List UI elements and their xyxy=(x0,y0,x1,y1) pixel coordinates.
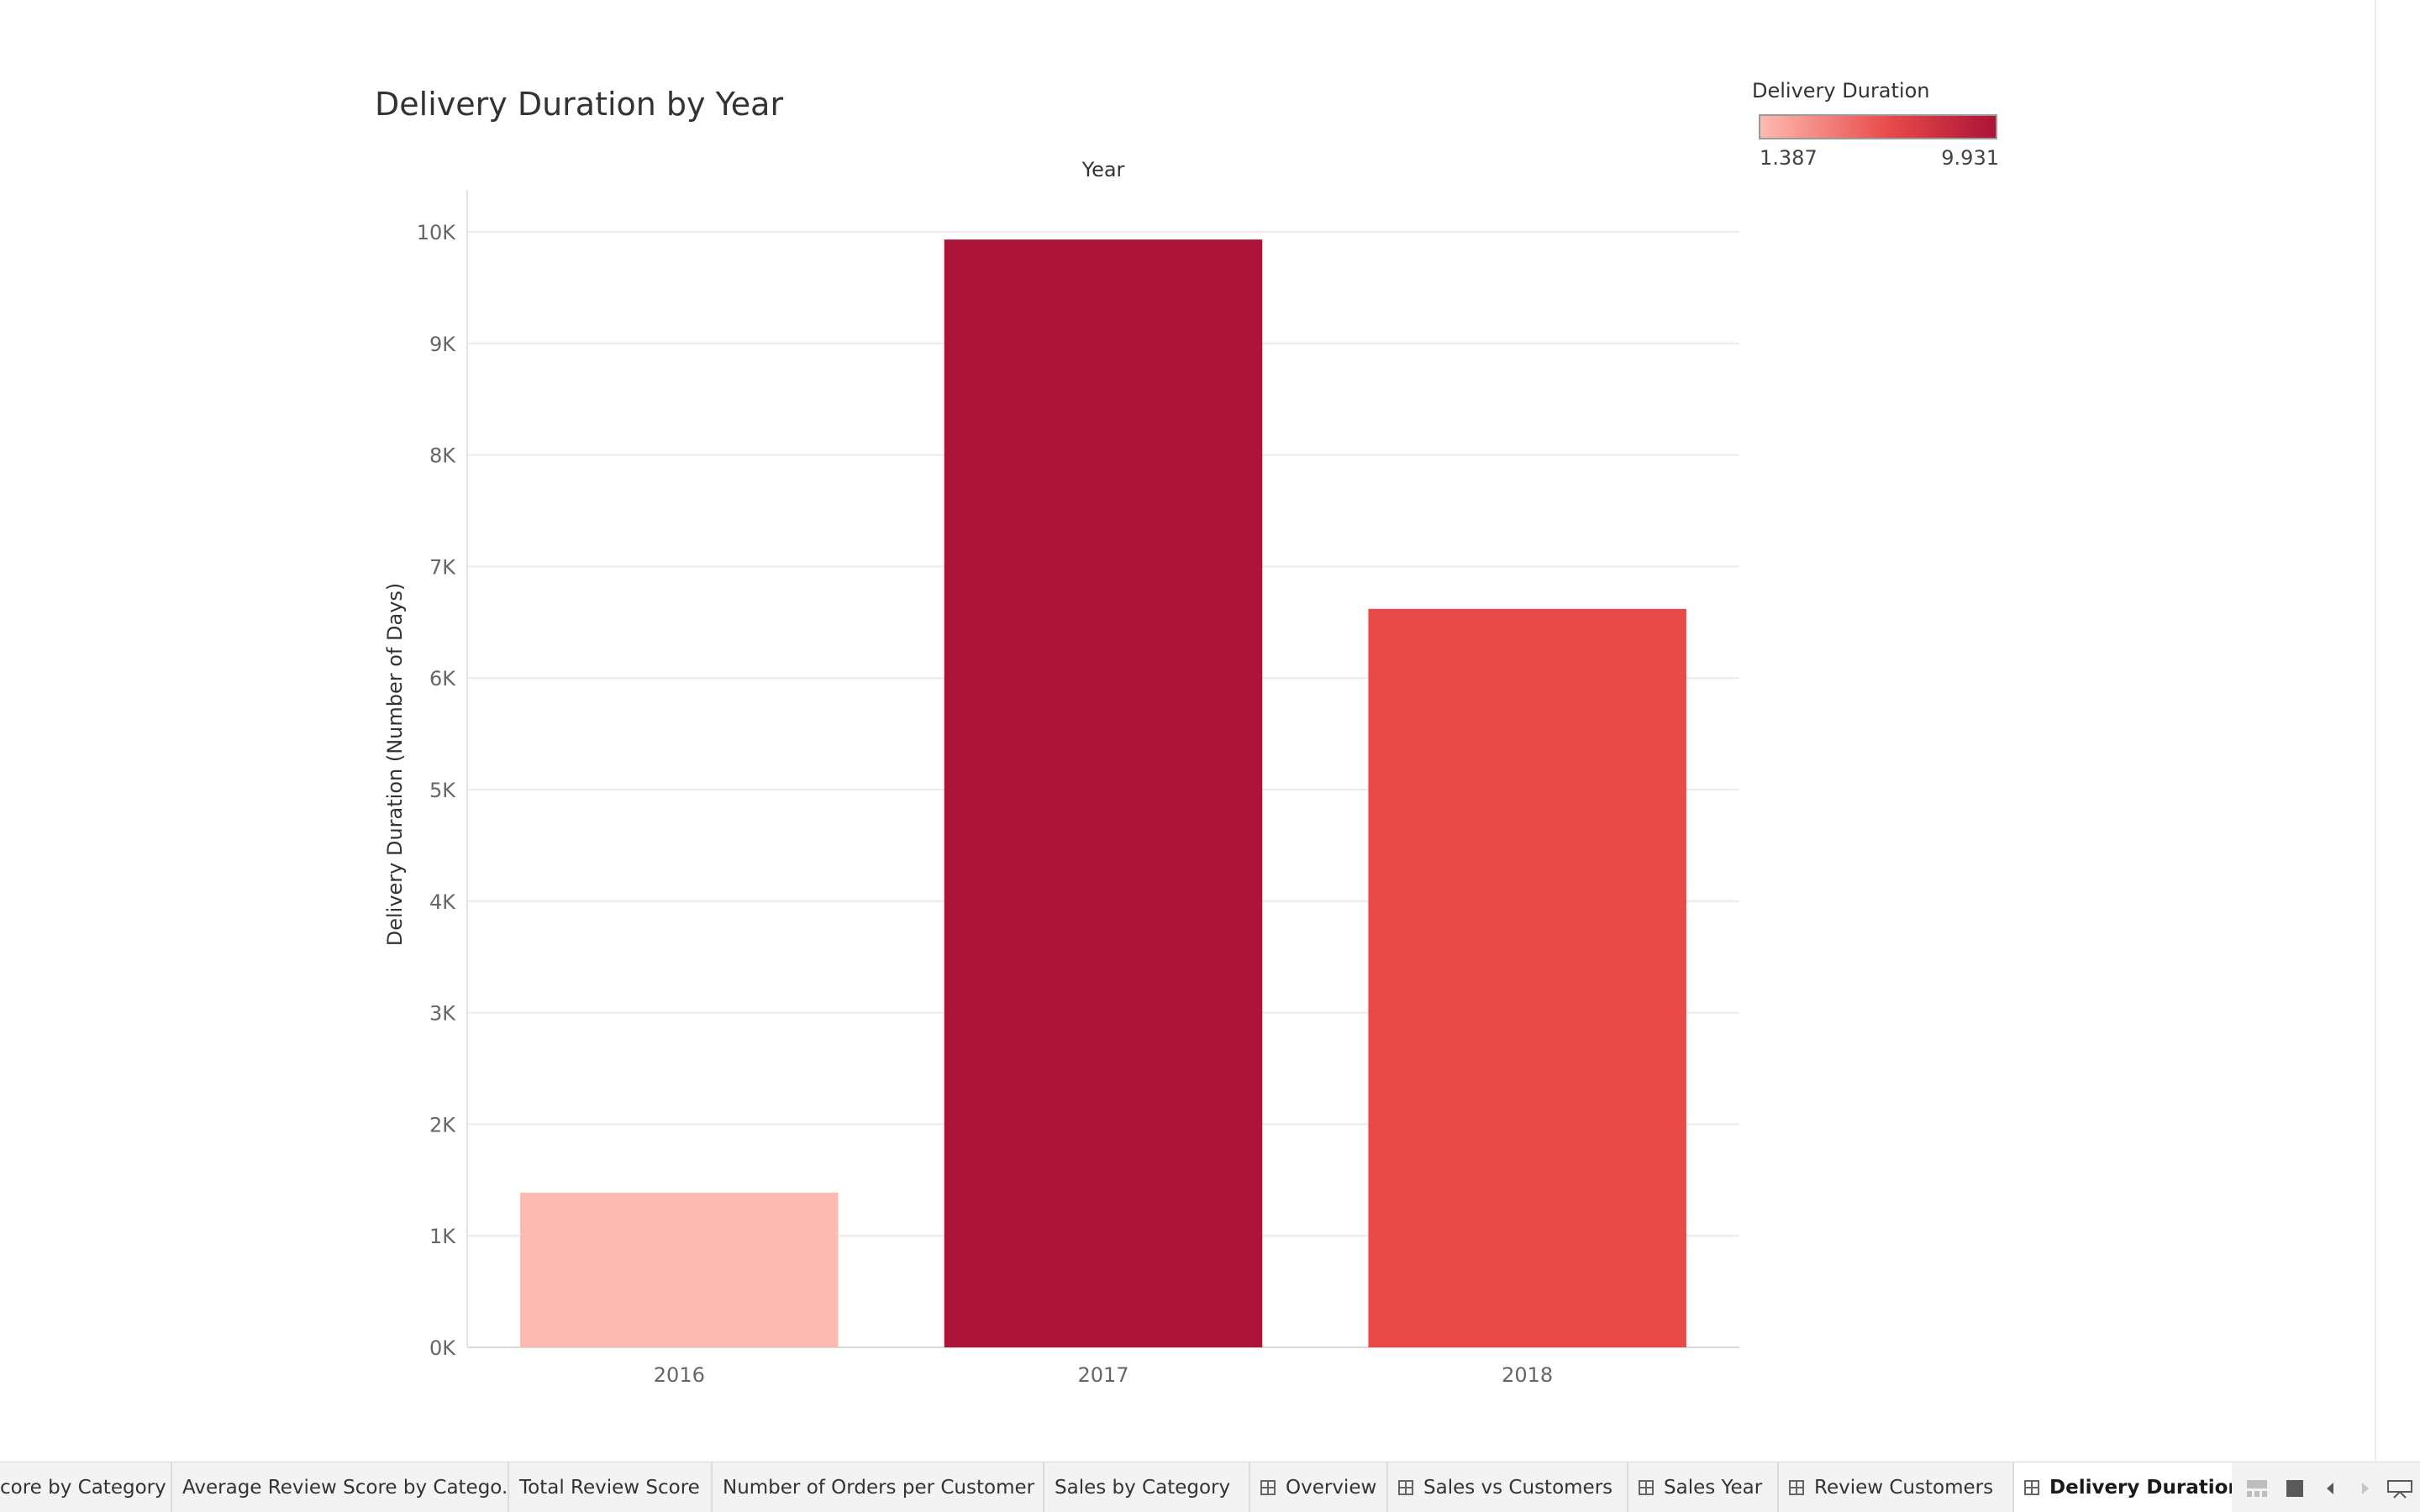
sheet-tab[interactable]: Review Customers xyxy=(1779,1462,2014,1512)
y-tick-label: 0K xyxy=(429,1336,456,1360)
sheet-tab-label: Sales Year xyxy=(1664,1477,1763,1499)
dashboard-icon xyxy=(1639,1480,1654,1495)
sheet-tab[interactable]: Delivery Duration xyxy=(2014,1462,2232,1512)
y-axis-title: Delivery Duration (Number of Days) xyxy=(383,583,407,947)
y-tick-label: 6K xyxy=(429,667,456,690)
sheet-tab[interactable]: Average Review Score by Catego... xyxy=(172,1462,509,1512)
sheet-tab[interactable]: Sales by Category xyxy=(1044,1462,1250,1512)
sheet-title: Delivery Duration by Year xyxy=(375,86,784,123)
sheet-tab-label: Sales by Category xyxy=(1055,1477,1231,1499)
sheet-tab-label: Total Review Score xyxy=(519,1477,700,1499)
bar-chart: 0K 1K 2K 3K 4K 5K 6K 7K 8K 9K 10K 2016 2017 2018 Yea… xyxy=(383,158,1739,1387)
y-tick-label: 4K xyxy=(429,890,456,914)
dashboard-icon xyxy=(1260,1480,1276,1495)
y-tick-label: 2K xyxy=(429,1113,456,1137)
previous-sheet-icon[interactable] xyxy=(2323,1478,2339,1499)
sheet-tab-label: Average Review Score by Catego... xyxy=(182,1477,509,1499)
legend-min-label: 1.387 xyxy=(1760,146,1818,170)
sheet-tab[interactable]: Sales vs Customers xyxy=(1388,1462,1628,1512)
show-tabs-icon[interactable] xyxy=(2283,1478,2307,1499)
bar-2016[interactable] xyxy=(520,1192,839,1347)
show-filmstrip-icon[interactable] xyxy=(2245,1478,2269,1499)
y-tick-label: 8K xyxy=(429,444,456,468)
y-tick-label: 9K xyxy=(429,333,456,356)
sheet-tab-label: Overview xyxy=(1286,1477,1377,1499)
x-axis-title: Year xyxy=(1081,158,1125,181)
bar-2017[interactable] xyxy=(944,239,1263,1347)
dashboard-icon xyxy=(2024,1480,2039,1495)
x-axis-ticks: 2016 2017 2018 xyxy=(654,1363,1553,1387)
dashboard-icon xyxy=(1398,1480,1413,1495)
y-tick-label: 10K xyxy=(417,221,457,244)
presentation-mode-icon[interactable] xyxy=(2386,1478,2413,1499)
sheet-tab[interactable]: core by Category xyxy=(0,1462,172,1512)
sheet-tab[interactable]: Number of Orders per Customer xyxy=(713,1462,1044,1512)
sheet-tab-label: Sales vs Customers xyxy=(1423,1477,1613,1499)
legend-color-ramp xyxy=(1759,114,1997,139)
y-tick-label: 5K xyxy=(429,779,456,802)
next-sheet-icon[interactable] xyxy=(2356,1478,2373,1499)
x-tick-label: 2017 xyxy=(1077,1363,1128,1387)
sheet-tab[interactable]: Total Review Score xyxy=(509,1462,713,1512)
color-legend[interactable]: Delivery Duration 1.387 9.931 xyxy=(1752,79,2004,171)
x-tick-label: 2018 xyxy=(1502,1363,1553,1387)
sheet-tab-bar: core by Category Average Review Score by … xyxy=(0,1462,2420,1512)
sheet-tab-label: Number of Orders per Customer xyxy=(723,1477,1035,1499)
x-tick-label: 2016 xyxy=(654,1363,705,1387)
dashboard-icon xyxy=(1789,1480,1804,1495)
sheet-tab-label: core by Category xyxy=(0,1477,166,1499)
y-tick-label: 1K xyxy=(429,1225,456,1248)
y-tick-label: 7K xyxy=(429,555,456,579)
sheet-tab[interactable]: Overview xyxy=(1250,1462,1388,1512)
bar-2018[interactable] xyxy=(1368,608,1686,1347)
sheet-tab-label: Delivery Duration xyxy=(2049,1477,2232,1499)
sheet-tab-label: Review Customers xyxy=(1814,1477,1994,1499)
sheet-tab[interactable]: Sales Year xyxy=(1628,1462,1779,1512)
y-tick-label: 3K xyxy=(429,1002,456,1026)
bars xyxy=(520,239,1686,1347)
legend-max-label: 9.931 xyxy=(1941,146,1999,170)
y-axis-ticks: 0K 1K 2K 3K 4K 5K 6K 7K 8K 9K 10K xyxy=(417,221,457,1360)
view-edge-divider xyxy=(2375,0,2376,1462)
legend-title: Delivery Duration xyxy=(1752,79,1930,102)
